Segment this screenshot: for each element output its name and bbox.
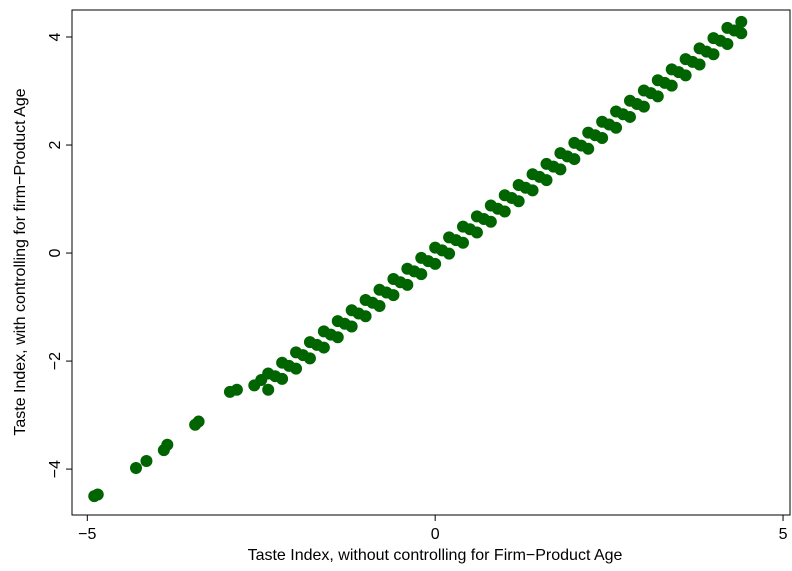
- x-tick-label: 0: [431, 526, 440, 543]
- point: [290, 362, 303, 375]
- point: [498, 205, 511, 218]
- point: [91, 488, 104, 501]
- point: [554, 163, 567, 176]
- y-tick-label: −2: [47, 352, 64, 370]
- point: [582, 142, 595, 155]
- point: [470, 226, 483, 239]
- plot-frame: [71, 9, 791, 516]
- point: [443, 247, 456, 260]
- point: [707, 48, 720, 61]
- point: [596, 132, 609, 145]
- point: [345, 320, 358, 333]
- point: [721, 38, 734, 51]
- point: [262, 383, 275, 396]
- point: [610, 121, 623, 134]
- point: [512, 195, 525, 208]
- point: [359, 310, 372, 323]
- y-tick-label: −4: [47, 460, 64, 478]
- point: [429, 257, 442, 270]
- x-axis-title: Taste Index, without controlling for Fir…: [248, 547, 623, 564]
- point: [665, 79, 678, 92]
- point: [415, 268, 428, 281]
- y-axis-title: Taste Index, with controlling for firm−P…: [12, 88, 29, 435]
- point: [303, 352, 316, 365]
- point: [387, 289, 400, 302]
- point: [735, 27, 748, 40]
- point: [161, 438, 174, 451]
- point: [637, 100, 650, 113]
- point: [130, 462, 143, 475]
- y-tick-label: 2: [47, 140, 64, 149]
- y-tick-label: 0: [47, 249, 64, 258]
- point: [651, 90, 664, 103]
- point: [230, 383, 243, 396]
- point: [373, 299, 386, 312]
- point: [679, 69, 692, 82]
- point: [693, 58, 706, 71]
- y-tick-label: 4: [47, 32, 64, 41]
- x-tick-label: 5: [779, 526, 788, 543]
- point: [623, 110, 636, 123]
- point: [735, 15, 748, 28]
- x-tick-label: −5: [78, 526, 96, 543]
- point: [484, 215, 497, 228]
- point: [331, 331, 344, 344]
- point: [568, 153, 581, 166]
- point: [317, 341, 330, 354]
- point: [540, 174, 553, 187]
- point: [192, 415, 205, 428]
- point: [526, 184, 539, 197]
- point: [457, 236, 470, 249]
- point: [140, 454, 153, 467]
- point: [276, 372, 289, 385]
- point: [401, 278, 414, 291]
